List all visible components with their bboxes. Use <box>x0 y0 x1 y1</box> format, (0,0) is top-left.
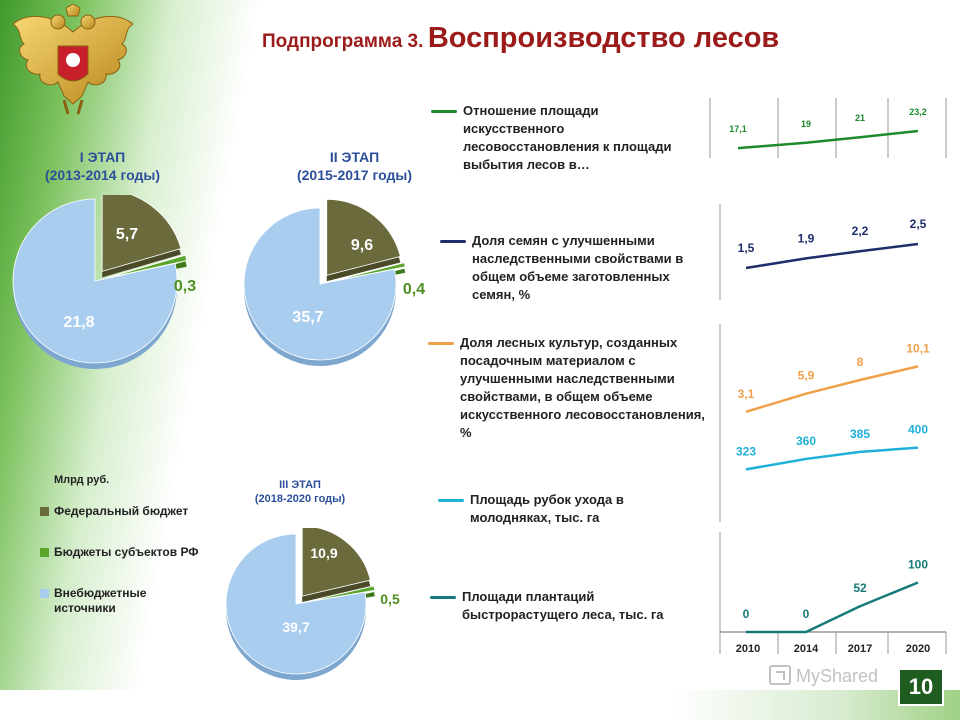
pie-data-label: 0,4 <box>403 281 425 298</box>
data-label: 19 <box>801 119 811 129</box>
data-label: 2,2 <box>852 224 869 238</box>
data-label: 8 <box>857 355 864 369</box>
pie-slice-0 <box>301 528 371 597</box>
indicator-4: Площадь рубок ухода в молодняках, тыс. г… <box>438 491 695 527</box>
stage-1-heading: I ЭТАП (2013-2014 годы) <box>20 148 185 184</box>
watermark-text: MyShared <box>796 666 878 686</box>
pie-data-label: 0,3 <box>174 278 196 295</box>
pie-data-label: 35,7 <box>292 309 323 326</box>
data-label: 323 <box>736 444 756 458</box>
series-line-4 <box>745 446 919 471</box>
indicator-1: Отношение площади искусственного лесовос… <box>431 102 698 174</box>
indicator-1-line <box>431 110 457 113</box>
pie-data-label: 39,7 <box>282 619 309 635</box>
data-label: 0 <box>803 607 810 621</box>
pie-data-label: 9,6 <box>351 237 373 254</box>
indicator-2-label: Доля семян с улучшенными наследственными… <box>472 233 684 302</box>
pie-chart-stage-3: 10,9 0,5 39,7 <box>225 528 400 680</box>
x-tick-label: 2020 <box>906 643 930 655</box>
series-line-1 <box>737 129 919 150</box>
coat-of-arms-icon <box>12 4 134 115</box>
data-label: 10,1 <box>906 341 930 355</box>
x-tick-label: 2017 <box>848 643 872 655</box>
pie-slice-1 <box>305 585 376 603</box>
indicator-5: Площади плантаций быстрорастущего леса, … <box>430 588 712 624</box>
data-label: 360 <box>796 434 816 448</box>
pie-legend: Млрд руб. Федеральный бюджет Бюджеты суб… <box>40 474 210 642</box>
series-line-2 <box>745 242 919 270</box>
data-label: 1,9 <box>798 231 815 245</box>
stage-2-label: II ЭТАП <box>329 149 380 165</box>
pie-slice-0 <box>326 198 401 276</box>
pie-slice-1 <box>330 262 406 282</box>
pie-slice-0 <box>101 195 182 272</box>
legend-item-extrabudget: Внебюджетные источники <box>40 586 210 616</box>
indicator-3-line <box>428 342 454 345</box>
pie-data-label: 0,5 <box>380 591 400 607</box>
legend-swatch <box>40 589 49 598</box>
indicator-4-line <box>438 499 464 502</box>
indicator-5-label: Площади плантаций быстрорастущего леса, … <box>462 589 664 622</box>
pie-slice-1 <box>106 254 188 279</box>
stage-3-heading: III ЭТАП (2018-2020 годы) <box>240 478 360 506</box>
legend-swatch <box>40 507 49 516</box>
legend-item-federal: Федеральный бюджет <box>40 504 210 519</box>
page-title-prefix: Подпрограмма 3. <box>262 31 424 52</box>
series-line-3 <box>745 365 919 414</box>
stage-2-heading: II ЭТАП (2015-2017 годы) <box>272 148 437 184</box>
indicator-3: Доля лесных культур, созданных посадочны… <box>428 334 715 442</box>
legend-label: Федеральный бюджет <box>54 504 189 518</box>
bottom-band <box>0 690 960 720</box>
pie-slice-2 <box>12 198 178 364</box>
x-tick-label: 2014 <box>794 643 819 655</box>
data-label: 400 <box>908 423 928 437</box>
data-label: 21 <box>855 113 865 123</box>
legend-item-regional: Бюджеты субъектов РФ <box>40 545 210 560</box>
indicator-5-line <box>430 596 456 599</box>
pie-data-label: 21,8 <box>63 314 94 331</box>
data-label: 17,1 <box>729 124 747 134</box>
watermark-logo: MyShared <box>769 665 878 686</box>
data-label: 385 <box>850 427 870 441</box>
data-label: 0 <box>743 607 750 621</box>
page-title: Подпрограмма 3. Воспроизводство лесов <box>262 22 779 55</box>
data-label: 2,5 <box>910 217 927 231</box>
indicator-2-line <box>440 240 466 243</box>
pie-slice-2 <box>225 533 367 675</box>
data-label: 100 <box>908 557 928 571</box>
stage-1-years: (2013-2014 годы) <box>44 167 161 183</box>
legend-swatch <box>40 548 49 557</box>
legend-unit: Млрд руб. <box>54 474 110 486</box>
data-label: 52 <box>853 581 867 595</box>
page-title-main: Воспроизводство лесов <box>427 22 780 54</box>
stage-3-label: III ЭТАП <box>279 479 321 491</box>
indicator-4-label: Площадь рубок ухода в молодняках, тыс. г… <box>470 492 624 525</box>
legend-label: Бюджеты субъектов РФ <box>54 545 199 559</box>
pie-data-label: 10,9 <box>310 545 337 561</box>
pie-slice-2 <box>243 207 397 361</box>
stage-1-label: I ЭТАП <box>79 149 126 165</box>
indicator-line-charts: 2010 2014 2017 2020 17,1 19 21 23,2 1,5 1,9 2,2 2,5… <box>709 98 947 655</box>
indicator-3-label: Доля лесных культур, созданных посадочны… <box>460 335 705 440</box>
indicator-2: Доля семян с улучшенными наследственными… <box>440 232 712 304</box>
stage-2-years: (2015-2017 годы) <box>296 167 413 183</box>
pie-chart-stage-2: 9,6 0,4 35,7 <box>243 198 425 366</box>
indicator-1-label: Отношение площади искусственного лесовос… <box>463 103 672 172</box>
data-label: 23,2 <box>909 107 927 117</box>
data-label: 3,1 <box>738 387 755 401</box>
data-label: 5,9 <box>798 369 815 383</box>
page-number: 10 <box>898 668 944 706</box>
series-line-5 <box>746 581 919 634</box>
pie-chart-stage-1: 5,7 0,3 21,8 <box>12 195 196 369</box>
x-tick-label: 2010 <box>736 643 760 655</box>
pie-data-label: 5,7 <box>116 226 138 243</box>
data-label: 1,5 <box>738 241 755 255</box>
legend-label: Внебюджетные источники <box>54 586 147 615</box>
stage-3-years: (2018-2020 годы) <box>254 493 346 505</box>
